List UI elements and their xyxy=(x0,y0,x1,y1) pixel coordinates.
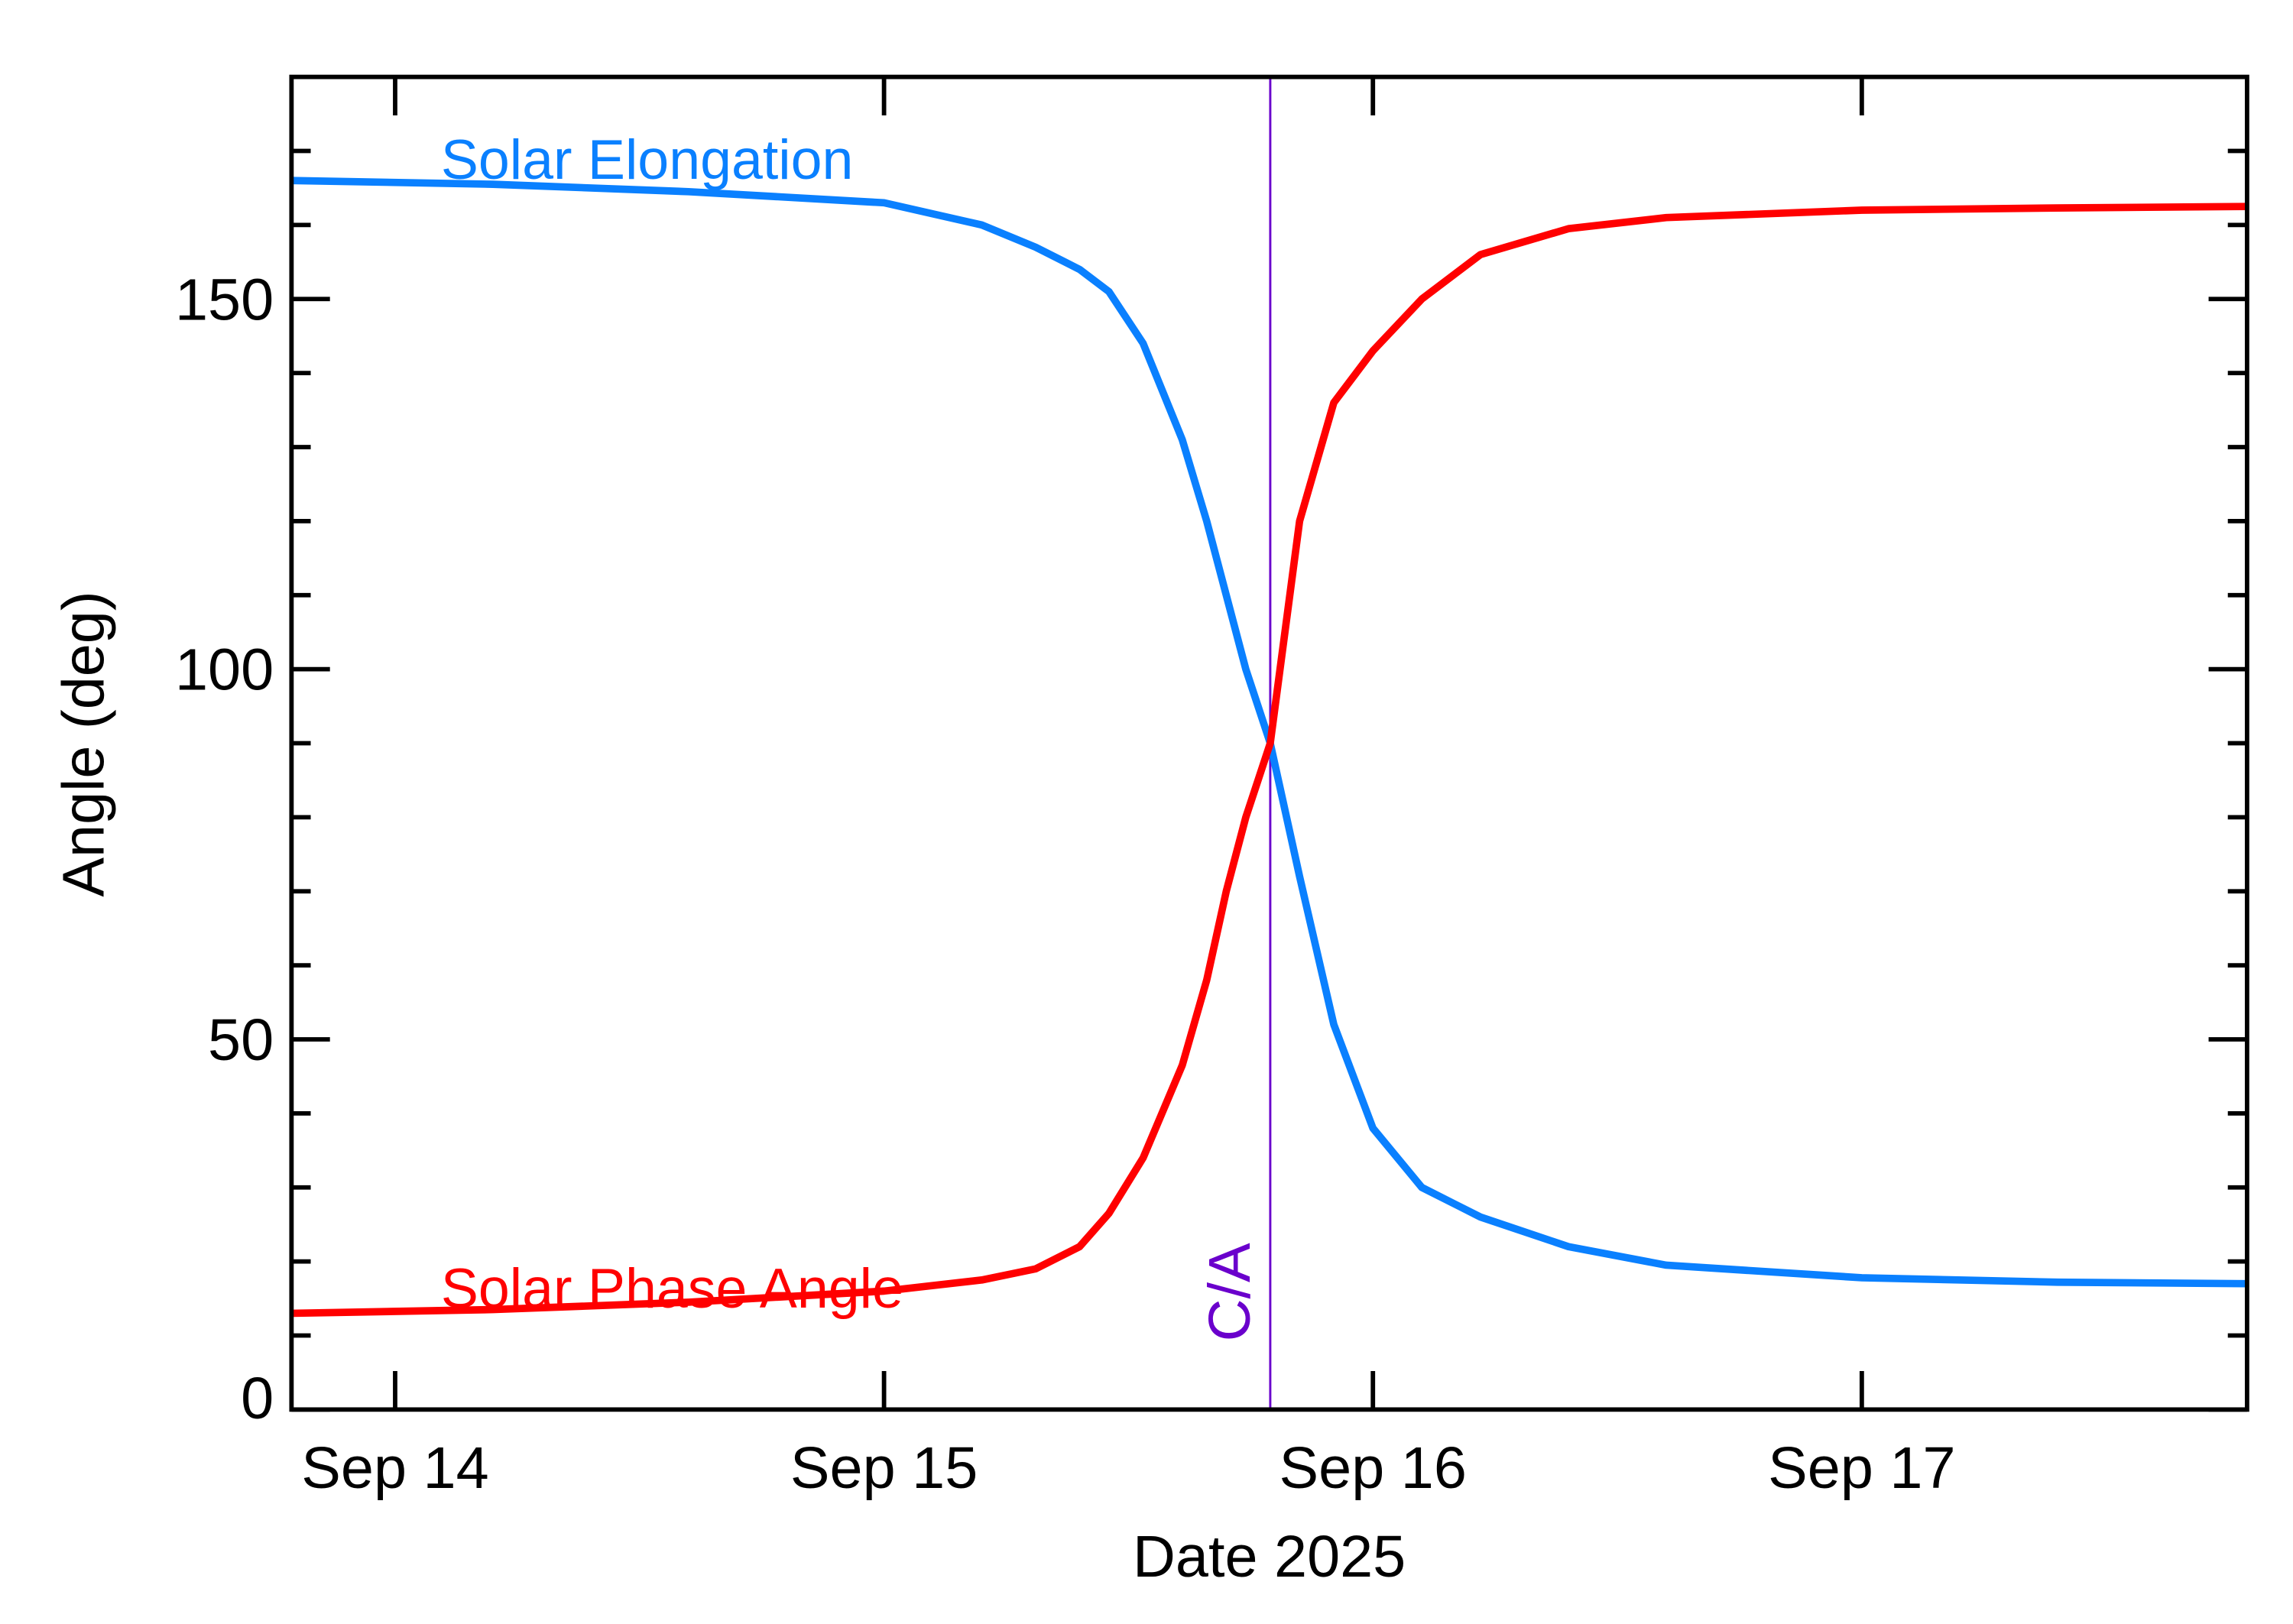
series-label: Solar Phase Angle xyxy=(441,1256,903,1320)
x-tick-label: Sep 16 xyxy=(1279,1435,1467,1501)
series-line xyxy=(292,177,2249,1288)
y-axis-label: Angle (deg) xyxy=(51,591,117,896)
x-axis-label: Date 2025 xyxy=(1133,1524,1406,1590)
x-tick-label: Sep 15 xyxy=(790,1435,978,1501)
plot-frame xyxy=(289,74,2249,1412)
y-tick-label: 150 xyxy=(175,267,274,332)
series-label: Solar Elongation xyxy=(441,128,854,191)
x-tick-label: Sep 17 xyxy=(1768,1435,1955,1501)
closest-approach-label: C/A xyxy=(1197,1243,1263,1341)
y-tick-label: 100 xyxy=(175,637,274,703)
series-line xyxy=(292,203,2249,1318)
y-tick-label: 0 xyxy=(241,1366,274,1431)
y-tick-label: 50 xyxy=(208,1007,274,1073)
x-tick-label: Sep 14 xyxy=(301,1435,488,1501)
